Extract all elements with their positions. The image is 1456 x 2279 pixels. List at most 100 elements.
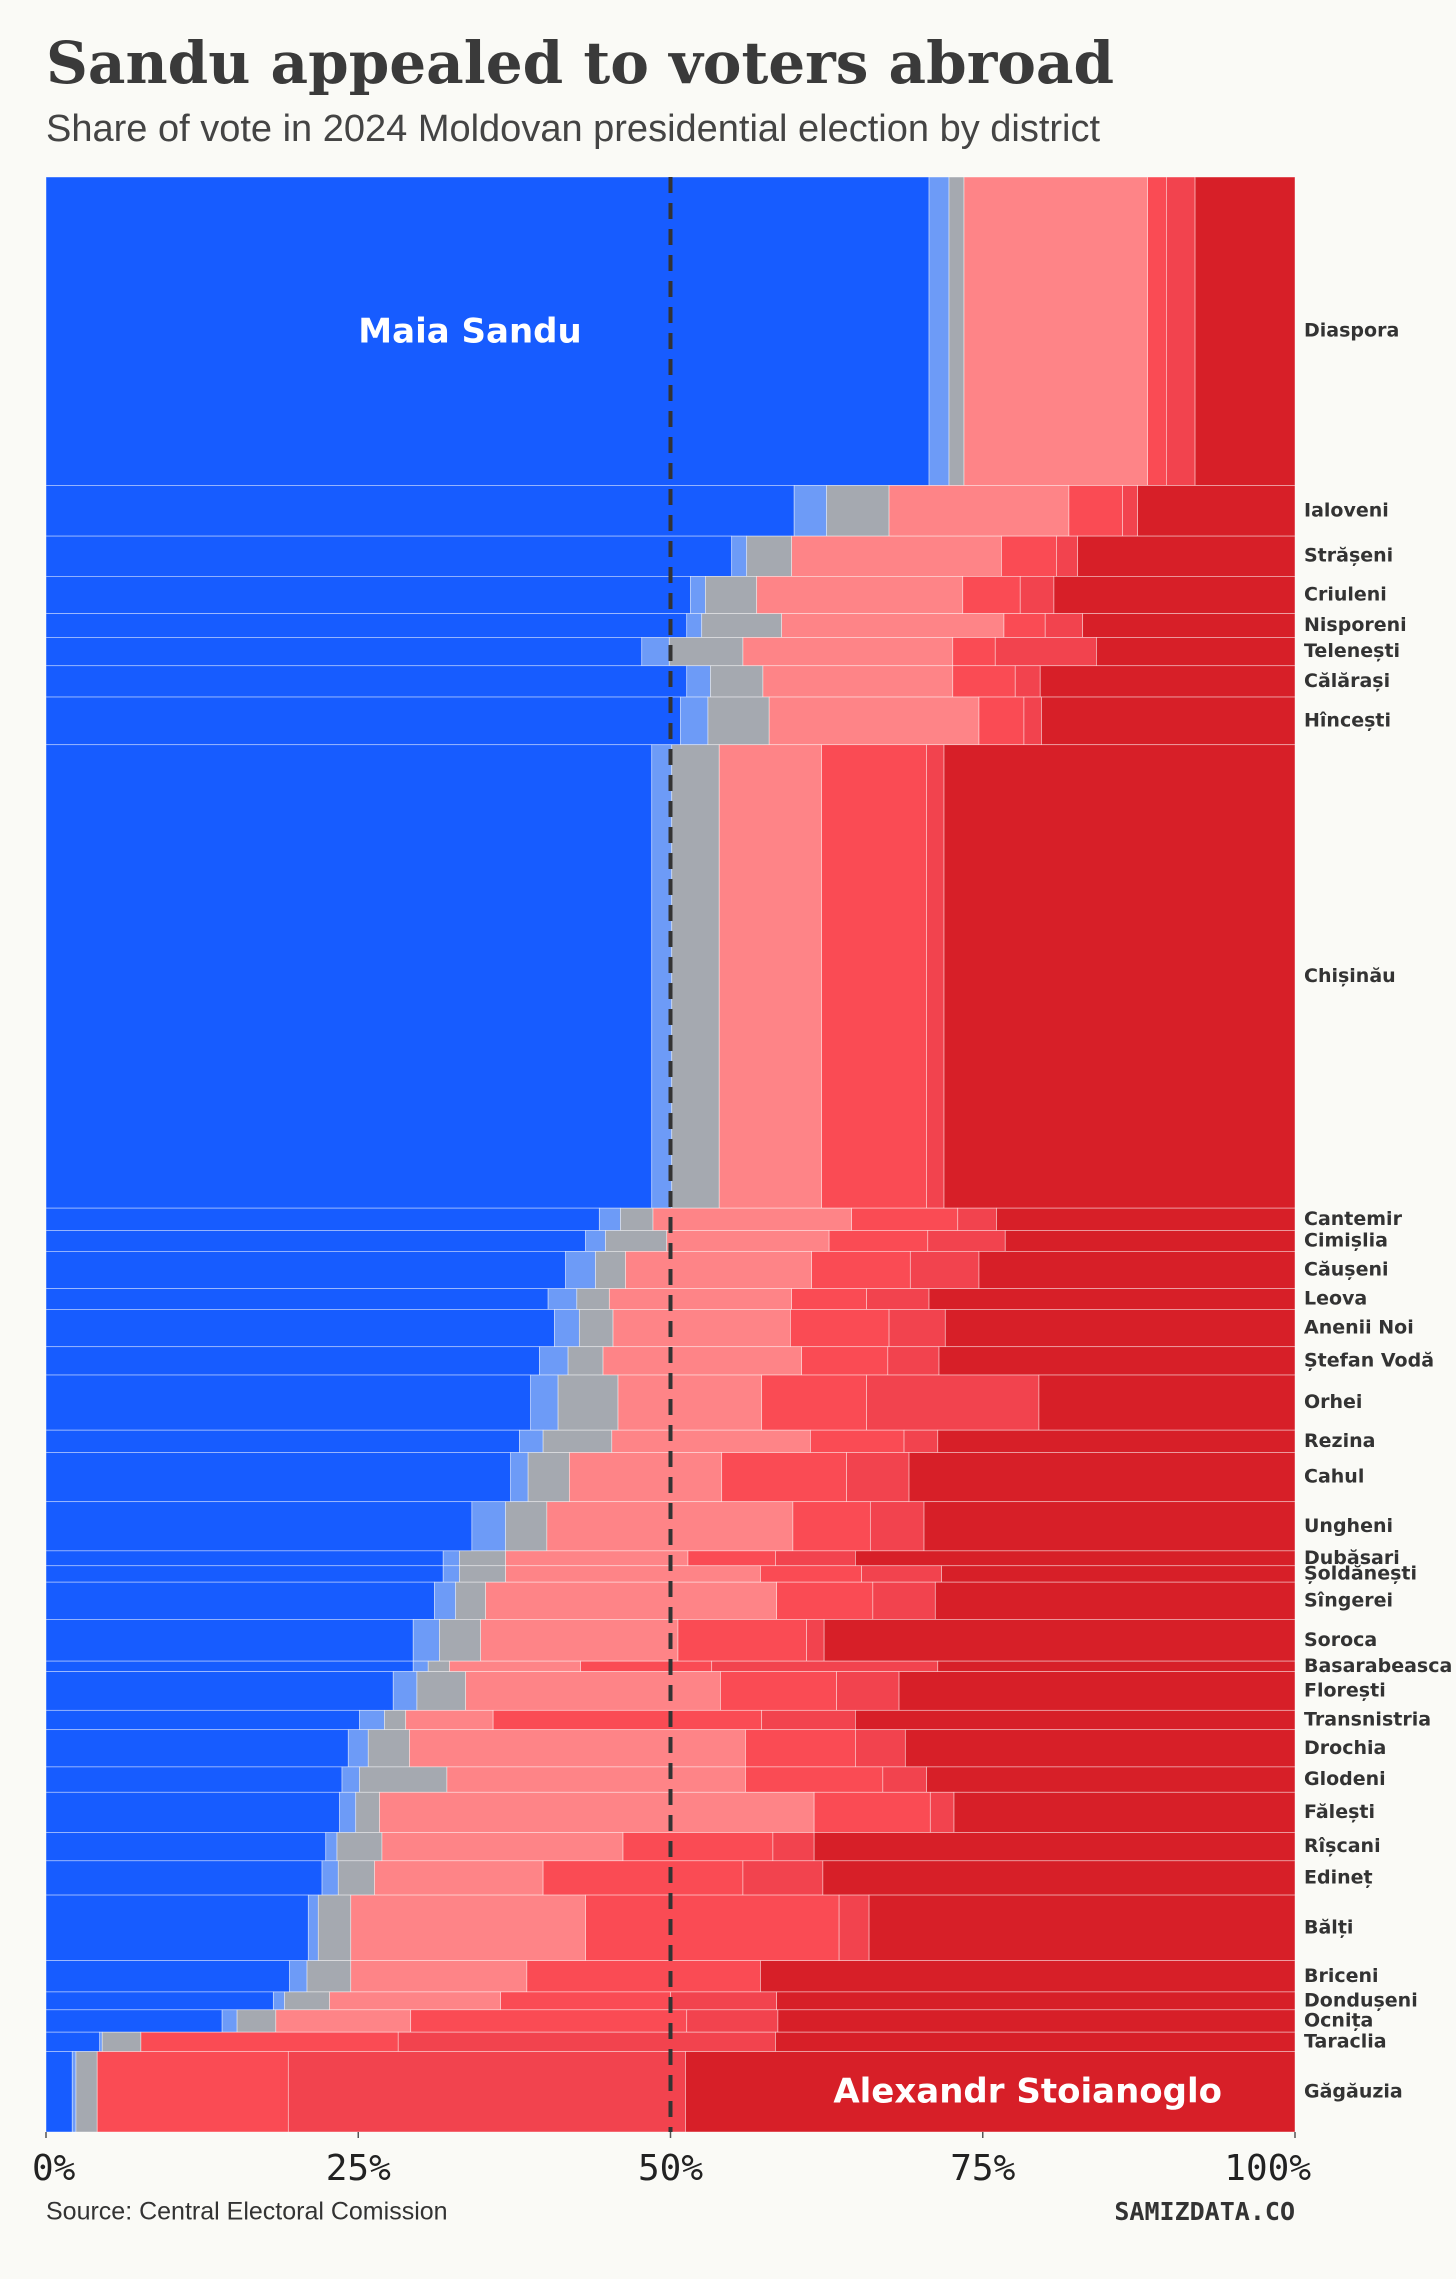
segment <box>944 1309 1296 1348</box>
segment <box>505 1550 689 1567</box>
segment <box>45 1581 435 1620</box>
segment <box>359 1709 385 1731</box>
segment <box>359 1766 448 1793</box>
row-label: Chișinău <box>1304 965 1396 987</box>
row-label: Șoldănești <box>1304 1562 1417 1584</box>
segment <box>1137 485 1296 537</box>
segment <box>45 1429 520 1453</box>
segment <box>711 1660 939 1672</box>
segment <box>811 1251 911 1289</box>
segment <box>492 1709 763 1731</box>
segment <box>686 2009 779 2033</box>
segment <box>952 665 1016 698</box>
segment <box>772 1832 815 1862</box>
segment <box>775 1550 856 1567</box>
row-label: Ștefan Vodă <box>1304 1349 1434 1371</box>
segment <box>567 1346 604 1376</box>
segment <box>928 176 950 486</box>
segment <box>612 1309 791 1348</box>
segment <box>768 696 980 746</box>
segment <box>1044 613 1084 638</box>
segment <box>578 1309 614 1348</box>
segment <box>1038 1374 1296 1431</box>
segment <box>471 1501 506 1552</box>
segment <box>776 1991 1296 2011</box>
segment <box>45 1309 555 1348</box>
segment <box>45 1660 414 1672</box>
row-label: Călărași <box>1304 670 1390 692</box>
segment <box>45 744 653 1209</box>
segment <box>275 2009 412 2033</box>
segment <box>350 1960 528 1993</box>
segment <box>746 535 793 577</box>
segment <box>101 2031 142 2052</box>
segment <box>45 1894 309 1961</box>
segment <box>434 1581 457 1620</box>
row-label: Anenii Noi <box>1304 1317 1414 1339</box>
segment <box>718 744 822 1209</box>
segment <box>937 1660 1296 1672</box>
x-tick-label: 75% <box>950 2148 1015 2189</box>
row-label: Orhei <box>1304 1391 1362 1413</box>
segment <box>45 1991 274 2011</box>
segment <box>868 1894 1296 1961</box>
segment <box>45 1288 549 1310</box>
segment <box>813 1791 931 1833</box>
segment <box>45 1766 343 1793</box>
segment <box>45 1207 600 1231</box>
segment <box>45 696 681 746</box>
segment <box>855 1709 1296 1731</box>
segment <box>325 1832 338 1862</box>
row-label: Cahul <box>1304 1466 1364 1488</box>
segment <box>791 1288 867 1310</box>
row-label: Soroca <box>1304 1629 1377 1651</box>
segment <box>45 1550 444 1567</box>
chart-subtitle: Share of vote in 2024 Moldovan president… <box>46 108 1100 150</box>
segment <box>289 1960 308 1993</box>
segment <box>927 1230 1006 1252</box>
segment <box>872 1581 936 1620</box>
segment <box>828 1230 929 1252</box>
segment <box>480 1619 679 1662</box>
row-label: Transnistria <box>1304 1708 1431 1730</box>
segment <box>620 1207 654 1231</box>
segment <box>641 637 670 667</box>
row-label: Rîșcani <box>1304 1835 1381 1857</box>
segment <box>367 1729 410 1768</box>
segment <box>565 1251 596 1289</box>
segment <box>392 1671 418 1711</box>
segment <box>598 1207 621 1231</box>
annotation: Maia Sandu <box>358 312 581 352</box>
x-tick-label: 50% <box>638 2148 703 2189</box>
segment <box>888 1309 946 1348</box>
segment <box>45 1960 290 1993</box>
segment <box>821 744 927 1209</box>
segment <box>855 1550 1296 1567</box>
segment <box>625 1251 812 1289</box>
segment <box>45 637 643 667</box>
segment <box>284 1991 330 2011</box>
segment <box>866 1374 1040 1431</box>
segment <box>585 1230 606 1252</box>
segment <box>45 1791 340 1833</box>
segment <box>272 1991 285 2011</box>
segment <box>306 1960 352 1993</box>
segment <box>1122 485 1138 537</box>
segment <box>585 1894 840 1961</box>
annotation: Alexandr Stoianoglo <box>833 2072 1222 2112</box>
segment <box>45 1374 531 1431</box>
segment <box>580 1660 713 1672</box>
segment <box>1014 665 1041 698</box>
segment <box>45 2031 101 2052</box>
segment <box>1041 696 1296 746</box>
segment <box>855 1729 906 1768</box>
segment <box>622 1832 774 1862</box>
segment <box>720 1671 837 1711</box>
segment <box>427 1660 450 1672</box>
segment <box>576 1288 610 1310</box>
segment <box>374 1860 544 1896</box>
segment <box>861 1565 942 1583</box>
segment <box>96 2051 289 2133</box>
x-tick-label: 25% <box>326 2148 391 2189</box>
segment <box>45 1832 327 1862</box>
